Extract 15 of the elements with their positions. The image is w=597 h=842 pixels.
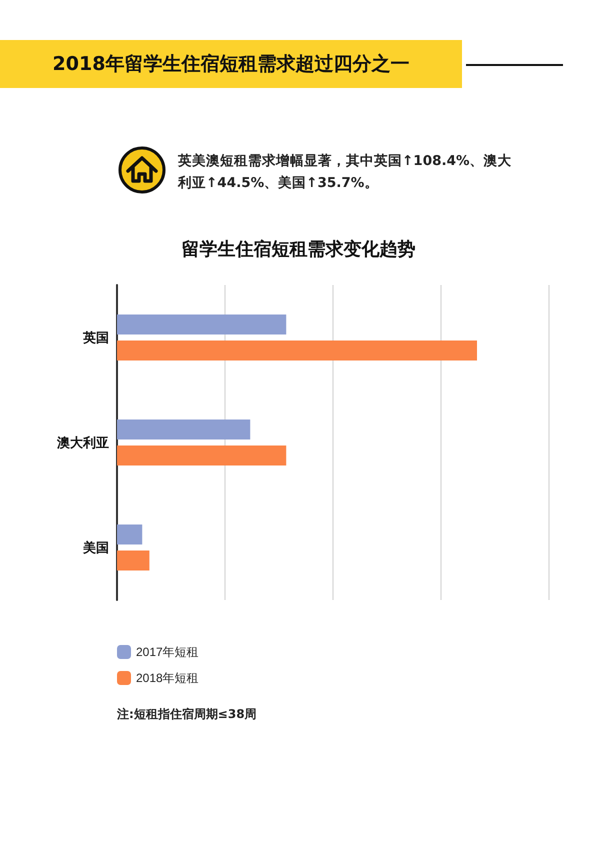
bar [117,420,250,440]
legend-label: 2017年短租 [136,645,199,659]
text: 注:短租指住宿周期≤38周 [117,706,257,723]
bar [117,314,286,334]
y-tick-label: 美国 [82,540,109,555]
chart-subtitle: 留学生住宿短租需求变化趋势 [182,239,416,259]
chart-title: 2018年留学生住宿短租需求超过四分之一 [0,40,462,88]
bar [117,550,150,570]
bar [117,340,477,360]
bar [117,446,286,466]
bar [117,524,142,544]
text: 英美澳短租需求增幅显著，其中英国↑108.4%、澳大利亚↑44.5%、美国↑35.7%。 [178,152,513,193]
legend-label: 2018年短租 [136,671,199,685]
y-tick-label: 澳大利亚 [56,435,109,450]
y-tick-label: 英国 [82,330,109,345]
